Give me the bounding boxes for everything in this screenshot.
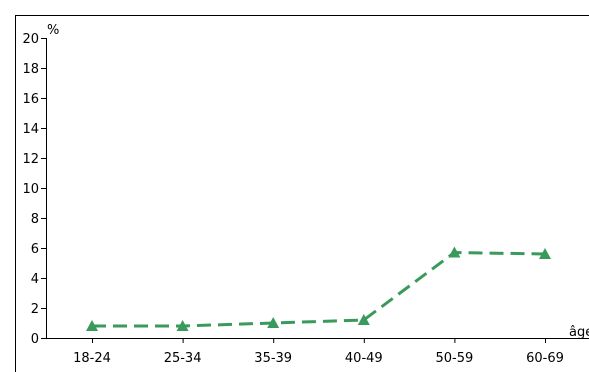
data-point-marker (176, 320, 189, 331)
y-tick-label: 18 (22, 62, 39, 77)
y-tick-label: 4 (31, 272, 39, 287)
y-tick-label: 2 (31, 302, 39, 317)
y-tick-label: 0 (31, 332, 39, 347)
data-point-marker (448, 246, 461, 258)
series-group (86, 246, 551, 331)
y-tick-label: 20 (22, 32, 39, 47)
y-tick-label: 12 (22, 152, 39, 167)
y-tick-label: 10 (22, 182, 39, 197)
x-tick-label: 50-59 (436, 351, 474, 366)
y-tick-label: 8 (31, 212, 39, 227)
y-axis-label: % (47, 23, 59, 38)
data-point-marker (357, 314, 370, 325)
y-tick-label: 14 (22, 122, 39, 137)
x-tick-label: 18-24 (73, 351, 111, 366)
y-tick-label: 6 (31, 242, 39, 257)
x-tick-label: 40-49 (345, 351, 383, 366)
x-tick-label: 60-69 (526, 351, 564, 366)
y-ticks: 0 2 4 6 8 10 12 14 16 18 20 (22, 32, 46, 347)
data-point-marker (267, 317, 280, 328)
plot-frame (15, 15, 589, 372)
data-point-marker (86, 320, 98, 331)
x-tick-label: 25-34 (164, 351, 202, 366)
x-ticks: 18-24 25-34 35-39 40-49 50-59 60-69 (73, 338, 564, 366)
series-line (92, 250, 546, 328)
y-tick-label: 16 (22, 92, 39, 107)
x-tick-label: 35-39 (254, 351, 292, 366)
data-point-marker (539, 248, 551, 259)
x-axis-label: âge (569, 325, 589, 340)
